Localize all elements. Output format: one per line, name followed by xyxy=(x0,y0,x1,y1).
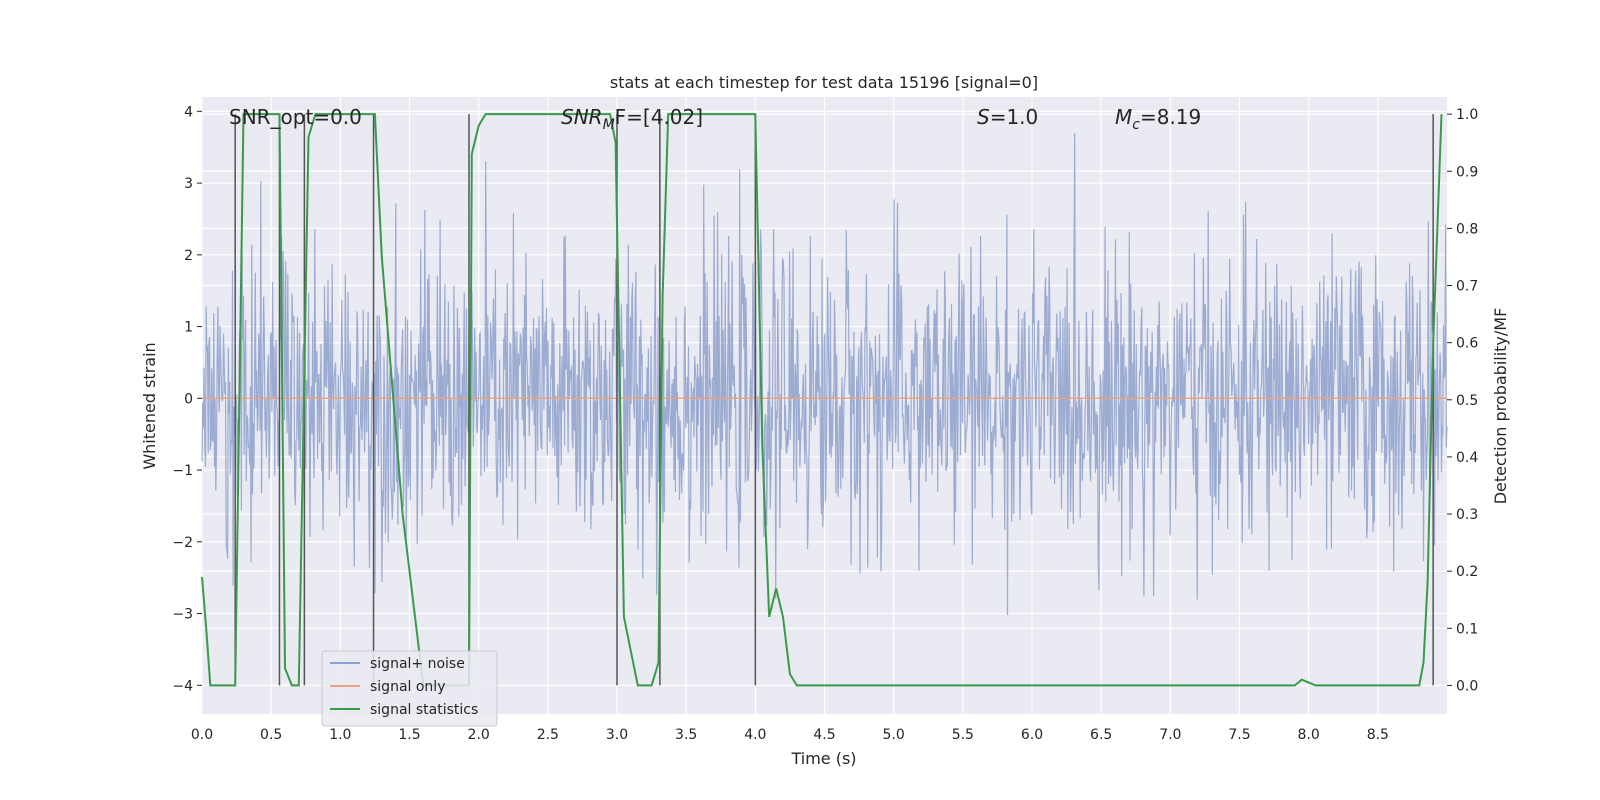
y-tick-label: −3 xyxy=(172,607,193,623)
y-tick-label: −2 xyxy=(172,535,193,551)
legend-box xyxy=(321,650,498,727)
x-tick-label: 7.5 xyxy=(1228,727,1250,743)
chart-title: stats at each timestep for test data 151… xyxy=(610,73,1038,92)
legend-label-statistics: signal statistics xyxy=(370,702,478,718)
annotation-snr-opt: SNR_opt=0.0 xyxy=(229,105,362,129)
y2-tick-label: 0.4 xyxy=(1456,450,1478,466)
y2-tick-label: 0.6 xyxy=(1456,336,1478,352)
y2-tick-label: 0.8 xyxy=(1456,221,1478,237)
x-axis-ticks: 0.0 0.5 1.0 1.5 2.0 2.5 3.0 3.5 4.0 4.5 5.0 5.5 6.0 6… xyxy=(191,727,1389,743)
y-tick-label: 3 xyxy=(184,176,193,192)
noise-line xyxy=(201,132,1448,616)
y-tick-label: −1 xyxy=(172,463,193,479)
x-tick-label: 6.0 xyxy=(1021,727,1043,743)
y2-tick-label: 1.0 xyxy=(1456,107,1478,123)
legend-label-signal: signal only xyxy=(370,679,445,695)
x-tick-label: 3.0 xyxy=(606,727,628,743)
y-tick-label: 2 xyxy=(184,248,193,264)
y-axis-label: Whitened strain xyxy=(140,342,159,469)
x-tick-label: 5.0 xyxy=(883,727,905,743)
y-tick-label: 1 xyxy=(184,320,193,336)
legend-label-noise: signal+ noise xyxy=(370,656,465,672)
x-tick-label: 7.0 xyxy=(1159,727,1181,743)
annotation-s: S=1.0 xyxy=(977,105,1038,129)
x-tick-label: 0.5 xyxy=(260,727,282,743)
y-tick-label: 4 xyxy=(184,104,193,120)
y-tick-label: −4 xyxy=(172,678,193,694)
annotation-snr-mf-symbol: SNR xyxy=(561,105,603,129)
vertical-markers xyxy=(234,114,1434,686)
x-tick-label: 8.5 xyxy=(1367,727,1389,743)
x-tick-label: 6.5 xyxy=(1090,727,1112,743)
x-tick-label: 1.0 xyxy=(329,727,351,743)
statistics-line xyxy=(201,113,1443,687)
x-tick-label: 3.5 xyxy=(675,727,697,743)
x-tick-label: 8.0 xyxy=(1298,727,1320,743)
x-tick-label: 1.5 xyxy=(398,727,420,743)
annotation-snr-mf-subscript: M xyxy=(603,117,615,133)
y-tick-label: 0 xyxy=(184,391,193,407)
annotation-s-symbol: S xyxy=(977,105,990,129)
y2-axis-ticks: 0.0 0.1 0.2 0.3 0.4 0.5 0.6 0.7 0.8 0.9 1.0 xyxy=(1447,107,1478,694)
x-tick-label: 4.5 xyxy=(813,727,835,743)
x-tick-label: 2.0 xyxy=(468,727,490,743)
x-tick-label: 5.5 xyxy=(952,727,974,743)
y2-tick-label: 0.9 xyxy=(1456,164,1478,180)
legend: signal+ noise signal only signal statist… xyxy=(321,650,498,727)
signal-statistics-series xyxy=(201,113,1443,687)
y2-tick-label: 0.7 xyxy=(1456,279,1478,295)
y2-tick-label: 0.3 xyxy=(1456,507,1478,523)
signal-plus-noise-series xyxy=(201,132,1448,616)
y2-tick-label: 0.5 xyxy=(1456,393,1478,409)
y2-tick-label: 0.1 xyxy=(1456,621,1478,637)
x-tick-label: 2.5 xyxy=(537,727,559,743)
annotation-s-value: =1.0 xyxy=(990,105,1039,129)
x-axis-label: Time (s) xyxy=(790,749,856,768)
annotation-snr-mf-value: F=[4.02] xyxy=(615,105,703,129)
annotation-snr-mf: SNRMF=[4.02] xyxy=(561,105,703,133)
annotation-mc-subscript: c xyxy=(1132,117,1140,133)
x-tick-label: 0.0 xyxy=(191,727,213,743)
annotation-mc-symbol: M xyxy=(1115,105,1132,129)
x-tick-label: 4.0 xyxy=(744,727,766,743)
y2-tick-label: 0.2 xyxy=(1456,564,1478,580)
y2-axis-label: Detection probability/MF xyxy=(1491,308,1510,505)
annotation-mc: Mc=8.19 xyxy=(1115,105,1201,133)
annotation-mc-value: =8.19 xyxy=(1140,105,1201,129)
y2-tick-label: 0.0 xyxy=(1456,678,1478,694)
y-axis-ticks: −4 −3 −2 −1 0 1 2 3 4 xyxy=(172,104,202,694)
